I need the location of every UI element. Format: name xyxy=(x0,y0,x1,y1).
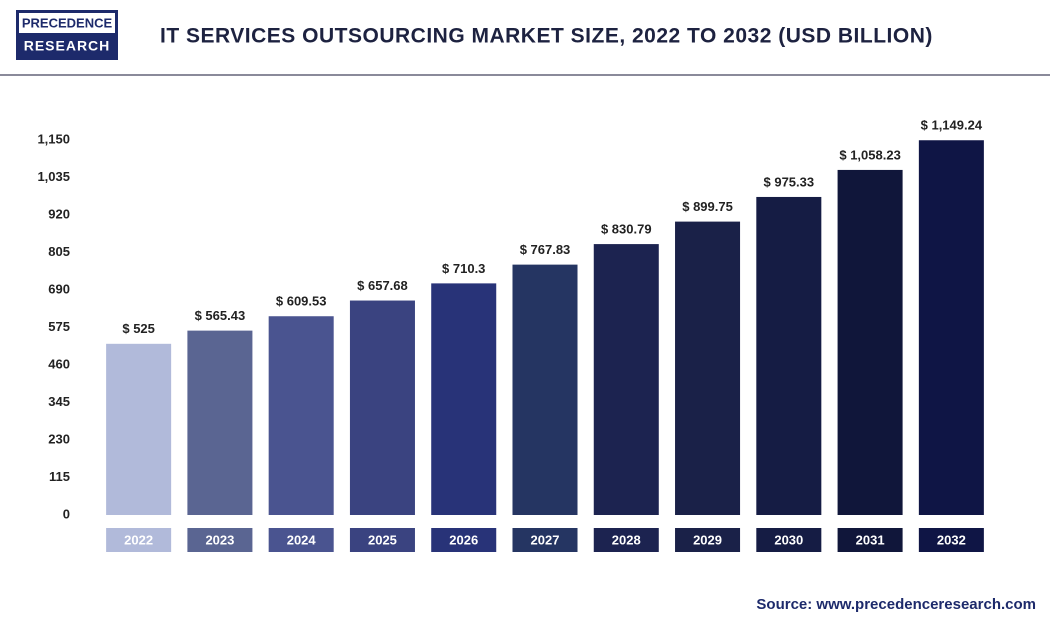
x-tick-label: 2030 xyxy=(774,532,803,547)
category-box xyxy=(431,528,497,552)
value-label: $ 975.33 xyxy=(764,174,815,189)
x-tick-label: 2028 xyxy=(612,532,641,547)
logo-top xyxy=(19,13,115,33)
value-label: $ 609.53 xyxy=(276,294,327,309)
bar xyxy=(106,343,172,515)
y-tick-label: 1,150 xyxy=(37,131,70,146)
category-box xyxy=(675,528,741,552)
category-box xyxy=(349,528,415,552)
bar xyxy=(349,300,415,515)
chart-title: IT SERVICES OUTSOURCING MARKET SIZE, 202… xyxy=(160,25,933,48)
y-tick-label: 1,035 xyxy=(37,169,70,184)
value-label: $ 525 xyxy=(122,321,155,336)
bar xyxy=(187,330,253,515)
bar xyxy=(512,264,578,515)
x-tick-label: 2031 xyxy=(856,532,885,547)
bar xyxy=(268,316,334,515)
value-label: $ 710.3 xyxy=(442,261,485,276)
category-box xyxy=(512,528,578,552)
x-tick-label: 2027 xyxy=(531,532,560,547)
category-box xyxy=(187,528,253,552)
y-tick-label: 460 xyxy=(48,356,70,371)
bar xyxy=(918,140,984,515)
y-tick-label: 805 xyxy=(48,244,70,259)
y-tick-label: 230 xyxy=(48,431,70,446)
y-tick-label: 920 xyxy=(48,206,70,221)
category-box xyxy=(837,528,903,552)
y-tick-label: 345 xyxy=(48,394,70,409)
source: Source: www.precedenceresearch.com xyxy=(756,596,1036,613)
x-tick-label: 2023 xyxy=(205,532,234,547)
x-tick-label: 2029 xyxy=(693,532,722,547)
category-box xyxy=(593,528,659,552)
x-tick-label: 2024 xyxy=(287,532,317,547)
x-tick-label: 2025 xyxy=(368,532,397,547)
value-label: $ 1,149.24 xyxy=(921,118,983,133)
bar xyxy=(675,221,741,515)
bar xyxy=(593,244,659,515)
category-box xyxy=(106,528,172,552)
value-label: $ 565.43 xyxy=(195,308,246,323)
y-tick-label: 0 xyxy=(63,506,70,521)
value-label: $ 657.68 xyxy=(357,278,408,293)
x-tick-label: 2026 xyxy=(449,532,478,547)
value-label: $ 767.83 xyxy=(520,242,571,257)
logo-text: PRECEDENCE xyxy=(22,15,113,30)
x-tick-label: 2032 xyxy=(937,532,966,547)
value-label: $ 1,058.23 xyxy=(839,147,900,162)
y-tick-label: 690 xyxy=(48,281,70,296)
bar xyxy=(837,169,903,516)
bar xyxy=(431,283,497,515)
logo-text: RESEARCH xyxy=(24,38,111,54)
category-box xyxy=(918,528,984,552)
category-box xyxy=(756,528,822,552)
value-label: $ 899.75 xyxy=(682,199,733,214)
y-tick-label: 115 xyxy=(49,469,70,484)
category-box xyxy=(268,528,334,552)
bar xyxy=(756,196,822,515)
y-tick-label: 575 xyxy=(48,319,70,334)
value-label: $ 830.79 xyxy=(601,222,652,237)
x-tick-label: 2022 xyxy=(124,532,153,547)
